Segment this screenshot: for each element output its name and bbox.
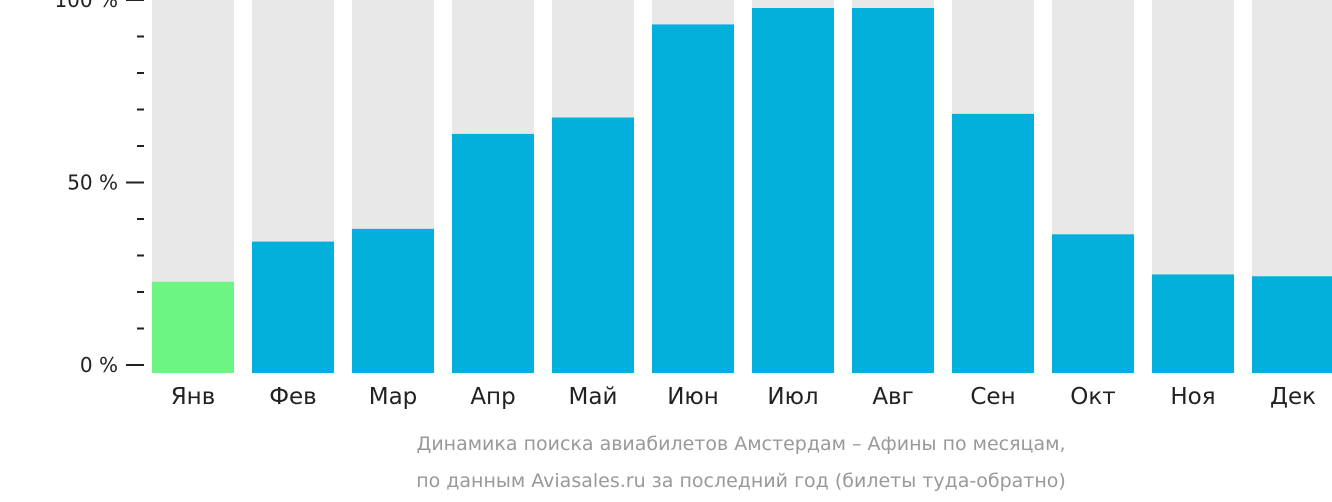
- bars: [152, 0, 1332, 374]
- bar-12: [1252, 276, 1332, 373]
- x-tick-label: Фев: [269, 384, 317, 410]
- x-tick-label: Сен: [970, 384, 1015, 410]
- x-tick-label: Ноя: [1170, 384, 1215, 410]
- x-tick-label: Окт: [1070, 384, 1115, 410]
- x-tick-label: Апр: [470, 384, 515, 410]
- x-axis-labels: Янв Фев Мар Апр Май Июн Июл Авг Сен Окт Ноя Дек: [171, 384, 1316, 410]
- caption-line-1: Динамика поиска авиабилетов Амстердам – …: [416, 433, 1065, 455]
- x-tick-label: Дек: [1270, 384, 1316, 410]
- x-tick-label: Июл: [767, 384, 818, 410]
- y-tick-label: 100 %: [54, 0, 118, 12]
- x-tick-label: Авг: [872, 384, 913, 410]
- x-tick-label: Мар: [369, 384, 418, 410]
- y-tick-label: 50 %: [67, 171, 118, 195]
- bar-11: [1152, 274, 1234, 373]
- y-tick-label: 0 %: [80, 353, 118, 377]
- x-tick-label: Янв: [171, 384, 216, 410]
- bar-6: [652, 24, 734, 374]
- bar-10: [1052, 234, 1134, 373]
- bar-9: [952, 113, 1034, 373]
- bar-5: [552, 117, 634, 373]
- bar-3: [352, 228, 434, 373]
- caption-line-2: по данным Aviasales.ru за последний год …: [416, 470, 1066, 492]
- x-tick-label: Июн: [667, 384, 719, 410]
- bar-8: [852, 8, 934, 373]
- bar-4: [452, 133, 534, 373]
- bar-2: [252, 241, 334, 373]
- bar-1: [152, 281, 234, 373]
- x-tick-label: Май: [569, 384, 618, 410]
- y-axis: 0 % 50 % 100 %: [54, 0, 144, 377]
- bar-7: [752, 8, 834, 373]
